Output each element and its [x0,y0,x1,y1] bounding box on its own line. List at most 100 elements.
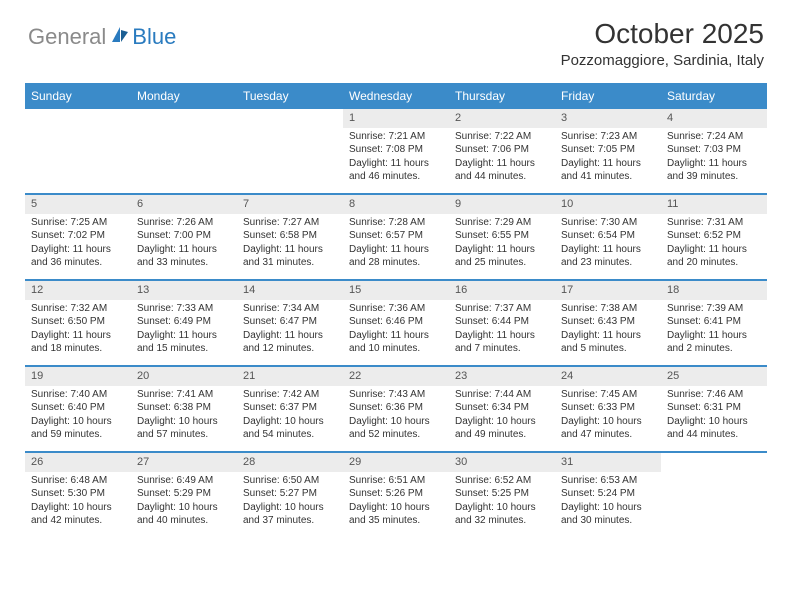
month-title: October 2025 [561,18,764,50]
sunrise-text: Sunrise: 7:27 AM [243,216,337,230]
day-number: 14 [237,281,343,300]
day-number: 29 [343,453,449,472]
day-number: 31 [555,453,661,472]
daylight-text: Daylight: 11 hours and 7 minutes. [455,329,549,356]
sunrise-text: Sunrise: 7:24 AM [667,130,761,144]
sunset-text: Sunset: 6:55 PM [455,229,549,243]
day-number: 16 [449,281,555,300]
sunrise-text: Sunrise: 7:28 AM [349,216,443,230]
calendar-cell: 6Sunrise: 7:26 AMSunset: 7:00 PMDaylight… [131,194,237,280]
daylight-text: Daylight: 10 hours and 44 minutes. [667,415,761,442]
day-number: 10 [555,195,661,214]
day-details: Sunrise: 7:41 AMSunset: 6:38 PMDaylight:… [131,386,237,446]
sunset-text: Sunset: 7:08 PM [349,143,443,157]
day-number: 22 [343,367,449,386]
sunrise-text: Sunrise: 7:37 AM [455,302,549,316]
calendar-week-row: 19Sunrise: 7:40 AMSunset: 6:40 PMDayligh… [25,366,767,452]
calendar-cell [131,108,237,194]
day-details: Sunrise: 7:36 AMSunset: 6:46 PMDaylight:… [343,300,449,360]
calendar-cell: 17Sunrise: 7:38 AMSunset: 6:43 PMDayligh… [555,280,661,366]
sunrise-text: Sunrise: 6:48 AM [31,474,125,488]
daylight-text: Daylight: 11 hours and 2 minutes. [667,329,761,356]
calendar-cell: 12Sunrise: 7:32 AMSunset: 6:50 PMDayligh… [25,280,131,366]
day-header: Sunday [25,84,131,108]
sunset-text: Sunset: 5:24 PM [561,487,655,501]
sunrise-text: Sunrise: 6:50 AM [243,474,337,488]
day-number: 12 [25,281,131,300]
sunrise-text: Sunrise: 7:44 AM [455,388,549,402]
daylight-text: Daylight: 10 hours and 54 minutes. [243,415,337,442]
day-details: Sunrise: 6:51 AMSunset: 5:26 PMDaylight:… [343,472,449,532]
sunrise-text: Sunrise: 7:30 AM [561,216,655,230]
day-details: Sunrise: 6:48 AMSunset: 5:30 PMDaylight:… [25,472,131,532]
calendar-cell: 8Sunrise: 7:28 AMSunset: 6:57 PMDaylight… [343,194,449,280]
daylight-text: Daylight: 11 hours and 15 minutes. [137,329,231,356]
day-number: 2 [449,109,555,128]
calendar-cell: 16Sunrise: 7:37 AMSunset: 6:44 PMDayligh… [449,280,555,366]
calendar-body: 1Sunrise: 7:21 AMSunset: 7:08 PMDaylight… [25,108,767,538]
day-number: 15 [343,281,449,300]
sunrise-text: Sunrise: 7:46 AM [667,388,761,402]
day-details: Sunrise: 7:30 AMSunset: 6:54 PMDaylight:… [555,214,661,274]
day-header: Thursday [449,84,555,108]
sunrise-text: Sunrise: 7:43 AM [349,388,443,402]
daylight-text: Daylight: 10 hours and 59 minutes. [31,415,125,442]
sunrise-text: Sunrise: 7:21 AM [349,130,443,144]
calendar-cell: 14Sunrise: 7:34 AMSunset: 6:47 PMDayligh… [237,280,343,366]
sunset-text: Sunset: 6:36 PM [349,401,443,415]
daylight-text: Daylight: 10 hours and 30 minutes. [561,501,655,528]
daylight-text: Daylight: 11 hours and 36 minutes. [31,243,125,270]
calendar-cell: 19Sunrise: 7:40 AMSunset: 6:40 PMDayligh… [25,366,131,452]
day-details: Sunrise: 7:21 AMSunset: 7:08 PMDaylight:… [343,128,449,188]
title-area: October 2025 Pozzomaggiore, Sardinia, It… [561,18,764,69]
calendar-cell: 1Sunrise: 7:21 AMSunset: 7:08 PMDaylight… [343,108,449,194]
calendar-cell: 20Sunrise: 7:41 AMSunset: 6:38 PMDayligh… [131,366,237,452]
day-number: 20 [131,367,237,386]
sunrise-text: Sunrise: 7:39 AM [667,302,761,316]
daylight-text: Daylight: 11 hours and 41 minutes. [561,157,655,184]
sunset-text: Sunset: 6:37 PM [243,401,337,415]
sunset-text: Sunset: 6:44 PM [455,315,549,329]
day-number: 30 [449,453,555,472]
sunset-text: Sunset: 6:47 PM [243,315,337,329]
sunrise-text: Sunrise: 7:25 AM [31,216,125,230]
sunset-text: Sunset: 5:30 PM [31,487,125,501]
day-number: 8 [343,195,449,214]
calendar-cell: 15Sunrise: 7:36 AMSunset: 6:46 PMDayligh… [343,280,449,366]
sunrise-text: Sunrise: 6:52 AM [455,474,549,488]
sunset-text: Sunset: 6:46 PM [349,315,443,329]
calendar-cell: 29Sunrise: 6:51 AMSunset: 5:26 PMDayligh… [343,452,449,538]
calendar-cell: 13Sunrise: 7:33 AMSunset: 6:49 PMDayligh… [131,280,237,366]
calendar-cell: 10Sunrise: 7:30 AMSunset: 6:54 PMDayligh… [555,194,661,280]
day-number: 25 [661,367,767,386]
day-header: Monday [131,84,237,108]
daylight-text: Daylight: 11 hours and 44 minutes. [455,157,549,184]
day-details: Sunrise: 7:33 AMSunset: 6:49 PMDaylight:… [131,300,237,360]
day-details: Sunrise: 7:42 AMSunset: 6:37 PMDaylight:… [237,386,343,446]
day-details: Sunrise: 7:40 AMSunset: 6:40 PMDaylight:… [25,386,131,446]
daylight-text: Daylight: 10 hours and 40 minutes. [137,501,231,528]
calendar-cell: 26Sunrise: 6:48 AMSunset: 5:30 PMDayligh… [25,452,131,538]
calendar-table: Sunday Monday Tuesday Wednesday Thursday… [25,83,767,538]
day-number: 9 [449,195,555,214]
day-details: Sunrise: 6:52 AMSunset: 5:25 PMDaylight:… [449,472,555,532]
day-details: Sunrise: 7:37 AMSunset: 6:44 PMDaylight:… [449,300,555,360]
sunrise-text: Sunrise: 7:42 AM [243,388,337,402]
day-details: Sunrise: 7:25 AMSunset: 7:02 PMDaylight:… [25,214,131,274]
sunrise-text: Sunrise: 6:53 AM [561,474,655,488]
calendar-cell: 5Sunrise: 7:25 AMSunset: 7:02 PMDaylight… [25,194,131,280]
day-header: Saturday [661,84,767,108]
logo: General Blue [28,18,176,50]
day-details: Sunrise: 7:24 AMSunset: 7:03 PMDaylight:… [661,128,767,188]
day-details: Sunrise: 7:38 AMSunset: 6:43 PMDaylight:… [555,300,661,360]
sunrise-text: Sunrise: 7:31 AM [667,216,761,230]
day-details: Sunrise: 7:39 AMSunset: 6:41 PMDaylight:… [661,300,767,360]
day-details: Sunrise: 7:44 AMSunset: 6:34 PMDaylight:… [449,386,555,446]
sunset-text: Sunset: 5:26 PM [349,487,443,501]
day-number: 19 [25,367,131,386]
daylight-text: Daylight: 11 hours and 18 minutes. [31,329,125,356]
day-number: 13 [131,281,237,300]
daylight-text: Daylight: 11 hours and 39 minutes. [667,157,761,184]
daylight-text: Daylight: 10 hours and 35 minutes. [349,501,443,528]
calendar-cell: 4Sunrise: 7:24 AMSunset: 7:03 PMDaylight… [661,108,767,194]
